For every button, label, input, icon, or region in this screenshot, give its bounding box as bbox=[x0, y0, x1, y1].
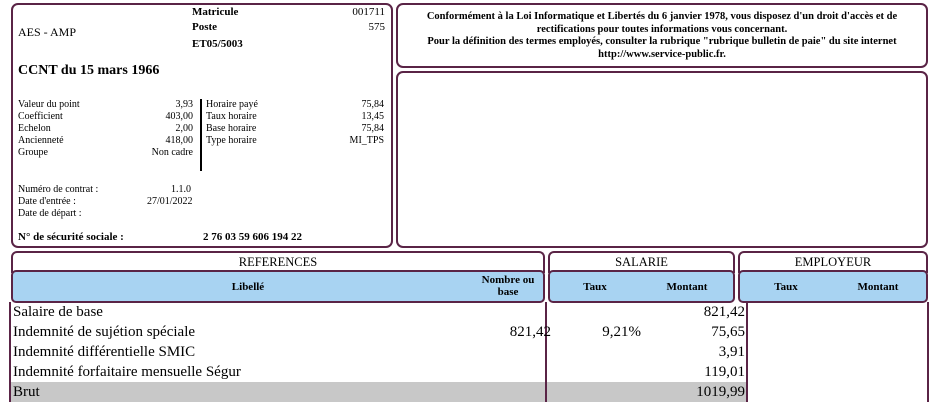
employee-info-panel: AES - AMP Matricule 001711 Poste 575 ET0… bbox=[11, 3, 393, 248]
row-libelle: Brut bbox=[13, 384, 40, 400]
row-libelle: Indemnité forfaitaire mensuelle Ségur bbox=[13, 364, 241, 380]
date-depart-label: Date de départ : bbox=[18, 208, 82, 219]
contrat-value: 1.1.0 bbox=[171, 184, 191, 195]
table-right-border bbox=[927, 302, 929, 402]
employee-right-block: Horaire payé 75,84 Taux horaire 13,45 Base… bbox=[206, 99, 384, 147]
section-employeur: EMPLOYEUR bbox=[738, 251, 928, 273]
header-taux-salarie: Taux bbox=[583, 281, 607, 293]
empty-panel bbox=[396, 71, 928, 248]
date-entree-value: 27/01/2022 bbox=[147, 196, 193, 207]
secu-value: 2 76 03 59 606 194 22 bbox=[203, 231, 302, 243]
header-taux-employeur: Taux bbox=[774, 281, 798, 293]
convention-title: CCNT du 15 mars 1966 bbox=[18, 63, 160, 78]
table-divider-salarie bbox=[746, 302, 748, 402]
row-libelle: Indemnité de sujétion spéciale bbox=[13, 324, 196, 340]
date-entree-label: Date d'entrée : bbox=[18, 196, 76, 207]
taux-horaire-label: Taux horaire bbox=[206, 111, 257, 122]
table-row: Indemnité forfaitaire mensuelle Ségur 11… bbox=[11, 362, 747, 382]
header-nombre-line1: Nombre ou bbox=[481, 274, 535, 286]
point-value: 3,93 bbox=[175, 99, 194, 110]
legal-text-line-3: Pour la définition des termes employés, … bbox=[427, 36, 897, 47]
section-salarie: SALARIE bbox=[548, 251, 735, 273]
table-row: Salaire de base 821,42 bbox=[11, 302, 747, 322]
taux-horaire-value: 13,45 bbox=[361, 111, 385, 122]
header-montant-salarie: Montant bbox=[666, 281, 708, 293]
groupe-label: Groupe bbox=[18, 147, 48, 158]
header-employeur: Taux Montant bbox=[738, 270, 928, 303]
header-libelle: Libellé bbox=[231, 281, 265, 293]
contract-block: Numéro de contrat : 1.1.0 Date d'entrée :… bbox=[18, 184, 193, 220]
brut-row-background bbox=[11, 382, 747, 402]
row-taux: 9,21% bbox=[602, 324, 641, 340]
base-horaire-label: Base horaire bbox=[206, 123, 257, 134]
row-montant: 3,91 bbox=[718, 344, 745, 360]
table-row: Indemnité différentielle SMIC 3,91 bbox=[11, 342, 747, 362]
row-base: 821,42 bbox=[509, 324, 551, 340]
point-value-label: Valeur du point bbox=[18, 99, 80, 110]
coefficient-label: Coefficient bbox=[18, 111, 63, 122]
anciennete-label: Ancienneté bbox=[18, 135, 64, 146]
base-horaire-value: 75,84 bbox=[361, 123, 385, 134]
matricule-label: Matricule bbox=[192, 6, 239, 18]
groupe-value: Non cadre bbox=[151, 147, 193, 158]
row-montant: 1019,99 bbox=[696, 384, 745, 400]
section-references: REFERENCES bbox=[11, 251, 545, 273]
table-divider-references bbox=[545, 302, 547, 402]
legal-text-line-2: rectifications pour toutes informations … bbox=[536, 23, 788, 35]
echelon-label: Echelon bbox=[18, 123, 51, 134]
secu-label: N° de sécurité sociale : bbox=[18, 231, 124, 243]
row-montant: 821,42 bbox=[703, 304, 745, 320]
table-row-brut: Brut 1019,99 bbox=[11, 382, 747, 402]
header-nombre-base: Nombre ou base bbox=[473, 274, 543, 298]
employee-left-block: Valeur du point 3,93 Coefficient 403,00 Ec… bbox=[18, 99, 193, 159]
row-montant: 119,01 bbox=[704, 364, 745, 380]
header-salarie: Taux Montant bbox=[548, 270, 735, 303]
anciennete-value: 418,00 bbox=[165, 135, 194, 146]
horaire-paye-value: 75,84 bbox=[361, 99, 385, 110]
table-row: Indemnité de sujétion spéciale 821,42 9,… bbox=[11, 322, 747, 342]
type-horaire-label: Type horaire bbox=[206, 135, 257, 146]
row-libelle: Indemnité différentielle SMIC bbox=[13, 344, 196, 360]
horaire-paye-label: Horaire payé bbox=[206, 99, 258, 110]
header-nombre-line2: base bbox=[497, 286, 519, 298]
legal-info-panel: Conformément à la Loi Informatique et Li… bbox=[396, 3, 928, 68]
row-montant: 75,65 bbox=[711, 324, 745, 340]
row-libelle: Salaire de base bbox=[13, 304, 103, 320]
poste-value: 575 bbox=[368, 21, 386, 33]
coefficient-value: 403,00 bbox=[165, 111, 194, 122]
legal-link-text: http://www.service-public.fr. bbox=[598, 48, 726, 60]
table-left-border bbox=[9, 302, 11, 402]
header-references: Libellé Nombre ou base bbox=[11, 270, 545, 303]
contrat-label: Numéro de contrat : bbox=[18, 184, 99, 195]
echelon-value: 2,00 bbox=[175, 123, 194, 134]
etablissement-code: ET05/5003 bbox=[192, 38, 243, 50]
header-montant-employeur: Montant bbox=[857, 281, 899, 293]
poste-label: Poste bbox=[192, 21, 218, 33]
legal-text-line-1: Conformément à la Loi Informatique et Li… bbox=[426, 11, 898, 22]
column-divider bbox=[200, 99, 202, 171]
employer-name: AES - AMP bbox=[18, 25, 77, 39]
matricule-value: 001711 bbox=[352, 6, 385, 18]
type-horaire-value: MI_TPS bbox=[349, 135, 384, 146]
